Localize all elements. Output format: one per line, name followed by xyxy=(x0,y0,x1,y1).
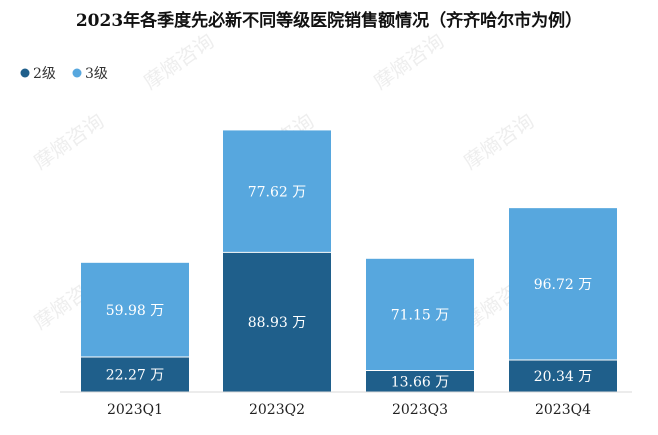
bar-2023Q1-series-1 xyxy=(81,357,189,392)
bar-2023Q4-series-2 xyxy=(509,208,617,361)
x-tick-label-2023Q1: 2023Q1 xyxy=(107,402,163,418)
bar-2023Q3-series-2 xyxy=(366,258,474,371)
bars: 22.27 万 59.98 万 88.93 万 77.62 万 13.66 万 71.15… xyxy=(81,130,617,392)
legend-label-1: 2级 xyxy=(33,66,56,82)
legend-label-2: 3级 xyxy=(85,66,108,82)
bar-2023Q4-series-1 xyxy=(509,360,617,392)
watermark-text: 摩熵咨询 xyxy=(459,109,538,175)
bar-2023Q3-series-1 xyxy=(366,370,474,392)
data-label-2023Q3-series-2: 71.15 万 xyxy=(391,308,450,324)
x-axis-ticks: 2023Q1 2023Q2 2023Q3 2023Q4 xyxy=(107,402,591,418)
legend-marker-2 xyxy=(72,68,82,78)
legend-marker-1 xyxy=(20,68,30,78)
data-label-2023Q1-series-2: 59.98 万 xyxy=(106,303,165,319)
data-label-2023Q4-series-1: 20.34 万 xyxy=(534,369,593,385)
legend: 2级 3级 xyxy=(20,66,108,82)
bar-2023Q2-series-1 xyxy=(223,252,331,392)
x-tick-label-2023Q3: 2023Q3 xyxy=(392,402,448,418)
x-tick-label-2023Q2: 2023Q2 xyxy=(249,402,305,418)
data-label-2023Q3-series-1: 13.66 万 xyxy=(391,374,450,390)
data-label-2023Q4-series-2: 96.72 万 xyxy=(534,277,593,293)
chart-title: 2023年各季度先必新不同等级医院销售额情况（齐齐哈尔市为例） xyxy=(76,10,582,31)
data-label-2023Q2-series-1: 88.93 万 xyxy=(248,315,307,331)
watermark-text: 摩熵咨询 xyxy=(139,29,218,95)
x-tick-label-2023Q4: 2023Q4 xyxy=(535,402,591,418)
bar-2023Q2-series-2 xyxy=(223,130,331,253)
data-label-2023Q2-series-2: 77.62 万 xyxy=(248,184,307,200)
watermark-text: 摩熵咨询 xyxy=(369,29,448,95)
data-label-2023Q1-series-1: 22.27 万 xyxy=(106,368,165,384)
watermark-text: 摩熵咨询 xyxy=(29,109,108,175)
bar-2023Q1-series-2 xyxy=(81,262,189,358)
